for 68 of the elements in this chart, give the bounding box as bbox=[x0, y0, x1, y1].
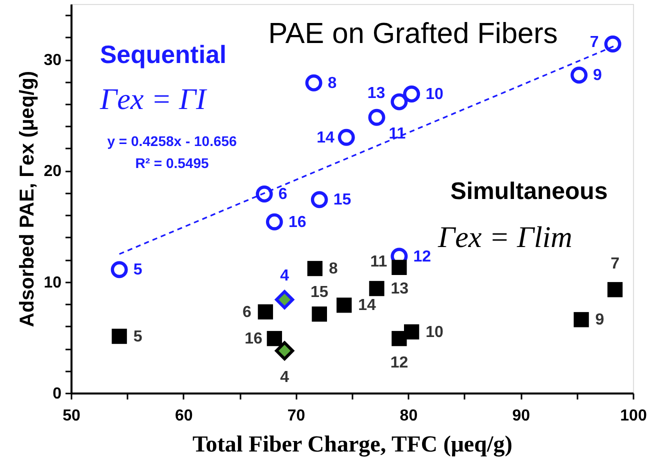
annotation: 14 bbox=[358, 297, 376, 314]
point bbox=[338, 128, 355, 146]
point bbox=[110, 261, 128, 278]
point bbox=[258, 304, 274, 320]
annotation: Γex = ΓI bbox=[99, 83, 208, 116]
annotation: 16 bbox=[288, 214, 306, 231]
annotation: 5 bbox=[133, 262, 142, 279]
y-tick-label: 10 bbox=[44, 274, 62, 292]
x-tick-label: 50 bbox=[62, 408, 80, 424]
annotation: 13 bbox=[367, 84, 386, 102]
point bbox=[403, 86, 420, 103]
x-axis-title: Total Fiber Charge, TFC (μeq/g) bbox=[192, 432, 512, 458]
point bbox=[266, 213, 283, 230]
x-tick-label: 90 bbox=[512, 408, 530, 424]
x-tick-label: 70 bbox=[287, 408, 306, 424]
point bbox=[112, 328, 127, 344]
point bbox=[336, 298, 352, 313]
point bbox=[256, 186, 273, 203]
point bbox=[604, 36, 622, 52]
annotation: 4 bbox=[280, 268, 290, 285]
annotation: 8 bbox=[328, 260, 338, 278]
annotation: 14 bbox=[316, 129, 334, 146]
y-tick-label: 0 bbox=[52, 386, 62, 402]
point bbox=[275, 341, 294, 360]
annotation: 4 bbox=[280, 368, 290, 386]
point bbox=[369, 280, 384, 296]
point bbox=[570, 66, 588, 84]
y-tick-label: 30 bbox=[44, 52, 62, 70]
annotation: 7 bbox=[610, 256, 620, 273]
point bbox=[307, 260, 322, 276]
annotation: 6 bbox=[242, 304, 252, 321]
annotation: 15 bbox=[310, 284, 328, 302]
annotation: 9 bbox=[593, 67, 602, 84]
point bbox=[310, 191, 328, 208]
annotation: Sequential bbox=[100, 41, 226, 69]
point bbox=[266, 330, 282, 346]
annotation: 5 bbox=[133, 328, 142, 346]
point bbox=[390, 93, 408, 110]
annotation: Γex = Γlim bbox=[437, 221, 572, 254]
x-tick-label: 100 bbox=[620, 408, 647, 424]
point bbox=[607, 282, 623, 298]
annotation: 9 bbox=[595, 312, 604, 329]
point bbox=[392, 330, 407, 346]
annotation: 8 bbox=[328, 74, 337, 92]
x-tick-label: 60 bbox=[175, 408, 193, 424]
annotation: 7 bbox=[590, 34, 599, 52]
point bbox=[275, 290, 294, 310]
x-tick-label: 80 bbox=[400, 408, 418, 424]
chart-title: PAE on Grafted Fibers bbox=[268, 18, 558, 50]
annotation: 16 bbox=[244, 330, 263, 348]
annotation: 12 bbox=[390, 354, 408, 372]
point bbox=[574, 312, 589, 328]
annotation: 12 bbox=[413, 248, 432, 266]
annotation: 10 bbox=[426, 324, 444, 341]
y-tick-label: 20 bbox=[44, 163, 62, 180]
point bbox=[312, 306, 327, 322]
point bbox=[368, 108, 386, 126]
annotation: R² = 0.5495 bbox=[135, 155, 209, 171]
annotation: 6 bbox=[278, 186, 288, 204]
annotation: Simultaneous bbox=[450, 178, 608, 205]
y-axis-title: Adsorbed PAE, Γex (μeq/g) bbox=[16, 70, 39, 328]
point bbox=[392, 260, 407, 275]
annotation: y = 0.4258x - 10.656 bbox=[107, 133, 238, 149]
annotation: 13 bbox=[390, 280, 409, 298]
point bbox=[305, 74, 322, 92]
annotation: 11 bbox=[370, 253, 388, 270]
annotation: 15 bbox=[333, 192, 352, 209]
annotation: 10 bbox=[426, 86, 444, 104]
